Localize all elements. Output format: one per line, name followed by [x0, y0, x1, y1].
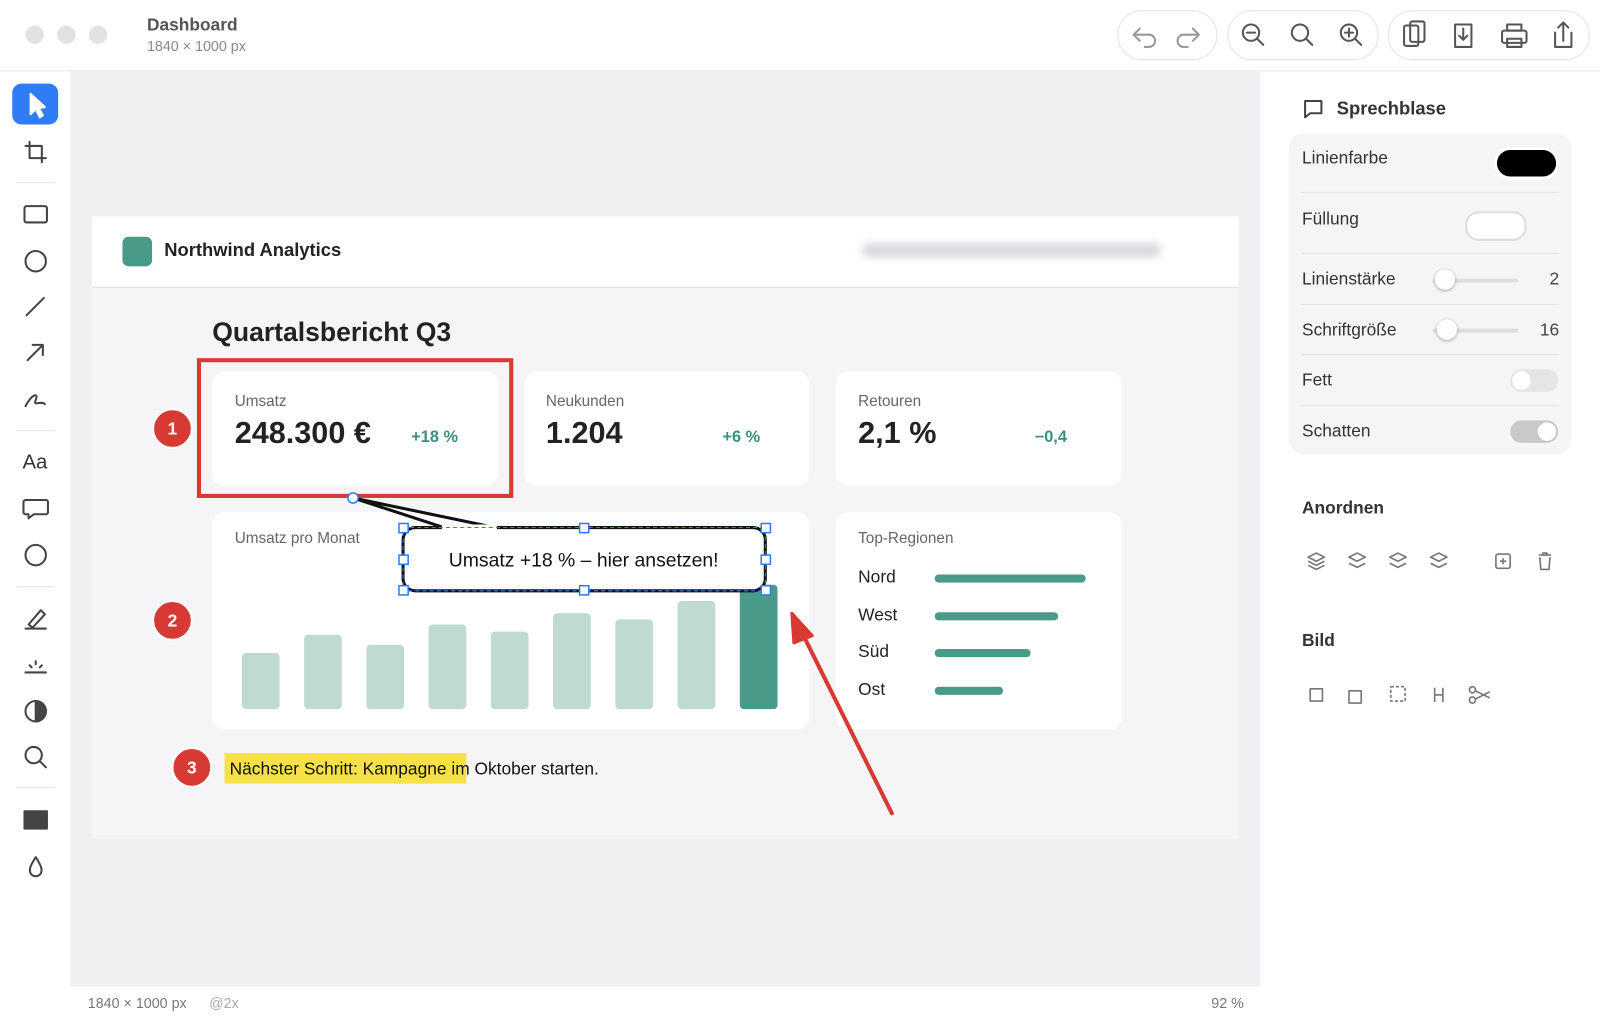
line-color-swatch[interactable] [1496, 149, 1557, 177]
zoom-group [1227, 10, 1379, 61]
region-bars [934, 574, 1086, 695]
separator [1302, 253, 1560, 255]
tool-bar [0, 71, 72, 987]
slider-track [1432, 328, 1519, 333]
property-label: Füllung [1302, 209, 1359, 229]
bubble-text: Umsatz +18 % – hier ansetzen! [449, 549, 719, 571]
region-name: Nord [858, 567, 896, 587]
kpi-value: 1.204 [545, 416, 623, 450]
report-title: Quartalsbericht Q3 [212, 316, 452, 347]
section-title: Bild [1302, 630, 1335, 650]
property-value: 16 [1539, 320, 1560, 340]
note: Nächster Schritt: Kampagne im Oktober st… [230, 759, 599, 779]
bold-toggle[interactable] [1510, 369, 1559, 392]
region-name: Süd [858, 641, 890, 662]
bar [615, 619, 654, 710]
kpi-delta: +18 % [411, 428, 458, 446]
bar [241, 653, 280, 710]
top-icons [1132, 20, 1573, 48]
marker-number: 1 [168, 419, 178, 439]
region-name: Ost [858, 679, 886, 699]
marker-number: 2 [168, 611, 178, 631]
status-scale: @2x [209, 994, 239, 1012]
marker[interactable] [152, 599, 193, 641]
selection-handles [347, 492, 772, 596]
property-label: Linienstärke [1302, 269, 1396, 289]
property-label: Schatten [1302, 421, 1371, 441]
bar [677, 601, 716, 710]
bar [304, 634, 342, 710]
slider-thumb[interactable] [1434, 269, 1456, 290]
note-highlight: Nächster Schritt: Kampagne [229, 759, 447, 779]
minimize-button[interactable] [57, 25, 76, 44]
red-rectangle[interactable] [196, 358, 514, 498]
marker[interactable] [152, 408, 193, 449]
separator [1302, 304, 1560, 306]
property-label: Fett [1302, 370, 1332, 390]
close-button[interactable] [25, 25, 44, 44]
brand-logo [122, 236, 153, 267]
kpi-delta: +6 % [722, 428, 761, 446]
kpi-card [524, 371, 810, 486]
chart-title: Umsatz pro Monat [234, 529, 360, 547]
kpi-delta: −0,4 [1034, 428, 1067, 446]
bar [739, 584, 778, 710]
property-label: Linienfarbe [1302, 147, 1388, 168]
window-size: 1840 × 1000 px [146, 37, 246, 55]
separator [1302, 191, 1560, 193]
regions-title: Top-Regionen [858, 529, 954, 547]
red-arrow[interactable] [790, 611, 894, 816]
monthly-bars [241, 584, 778, 710]
speech-bubble[interactable]: Umsatz +18 % – hier ansetzen! [347, 492, 772, 596]
window-title: Dashboard [146, 15, 238, 35]
region-name: West [858, 605, 898, 625]
blurred-text [862, 242, 1162, 258]
tool-separators [16, 182, 56, 789]
marker[interactable] [171, 746, 213, 788]
property-value: 2 [1549, 269, 1560, 289]
kpi-label: Retouren [858, 392, 922, 411]
bar [366, 644, 405, 710]
separator [1302, 354, 1560, 356]
highlight [224, 753, 467, 784]
kpi-value: 248.300 € [234, 416, 371, 450]
brand-name: Northwind Analytics [164, 239, 342, 261]
zoom-button[interactable] [88, 25, 108, 44]
note-rest: im Oktober starten. [451, 759, 599, 779]
bar [490, 631, 529, 710]
status-zoom: 92 % [1211, 994, 1244, 1012]
markers: 1 2 3 [152, 408, 213, 788]
separator [1302, 405, 1560, 407]
text-tool[interactable]: Aa [22, 451, 48, 474]
kpi-card [835, 371, 1122, 486]
tool-icons [22, 92, 49, 878]
panel-title: Sprechblase [1336, 97, 1446, 119]
kpi-label: Umsatz [234, 392, 287, 411]
property-label: Schriftgröße [1302, 320, 1397, 340]
bubble-tail [351, 496, 497, 530]
bar [553, 613, 591, 710]
shadow-toggle[interactable] [1510, 420, 1559, 443]
bar [428, 624, 467, 710]
slider-track [1432, 278, 1519, 283]
fill-swatch[interactable] [1465, 211, 1527, 241]
kpi-label: Neukunden [545, 392, 625, 411]
section-title: Anordnen [1302, 497, 1384, 518]
status-size: 1840 × 1000 px [87, 994, 187, 1012]
kpi-card [212, 371, 498, 486]
marker-number: 3 [187, 757, 197, 777]
slider-thumb[interactable] [1436, 319, 1458, 340]
kpi-value: 2,1 % [858, 416, 937, 450]
property-group [1288, 133, 1572, 455]
